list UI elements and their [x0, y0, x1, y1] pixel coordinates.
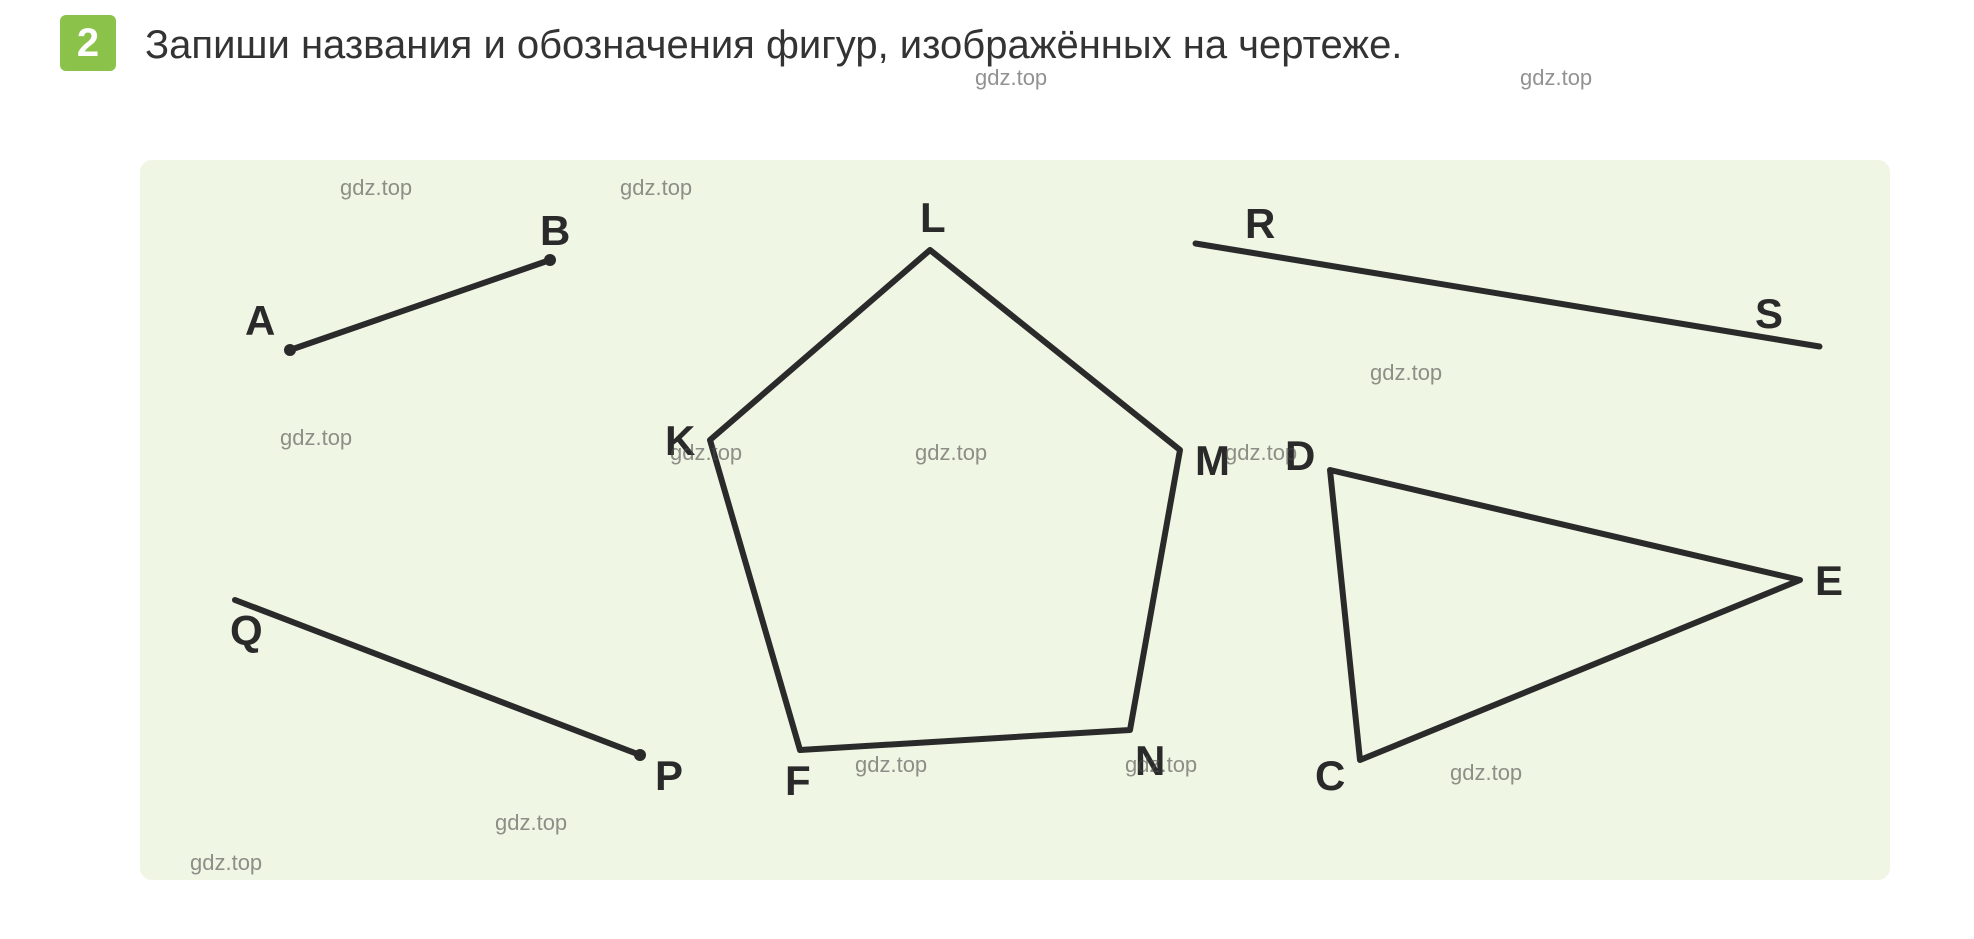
vertex-label-P: P — [655, 752, 683, 799]
segment-AB — [290, 260, 550, 350]
vertex-label-A: A — [245, 297, 275, 344]
pentagon-KLMNF — [710, 250, 1180, 750]
watermark: gdz.top — [670, 440, 742, 466]
triangle-DEC — [1330, 470, 1800, 760]
watermark: gdz.top — [1520, 65, 1592, 91]
watermark: gdz.top — [495, 810, 567, 836]
watermark: gdz.top — [1125, 752, 1197, 778]
vertex-label-R: R — [1245, 200, 1275, 247]
endpoint-dot — [544, 254, 556, 266]
watermark: gdz.top — [280, 425, 352, 451]
line-RS — [1196, 243, 1820, 346]
diagram-svg: ABQPKLMNFRSDEC — [140, 160, 1890, 880]
ray-QP — [235, 600, 640, 755]
endpoint-dot — [284, 344, 296, 356]
vertex-label-E: E — [1815, 557, 1843, 604]
watermark: gdz.top — [855, 752, 927, 778]
watermark: gdz.top — [975, 65, 1047, 91]
endpoint-dot — [634, 749, 646, 761]
watermark: gdz.top — [620, 175, 692, 201]
vertex-label-F: F — [785, 757, 811, 804]
watermark: gdz.top — [1370, 360, 1442, 386]
geometry-diagram: ABQPKLMNFRSDEC — [140, 160, 1890, 880]
watermark: gdz.top — [340, 175, 412, 201]
vertex-label-Q: Q — [230, 607, 263, 654]
question-number-badge: 2 — [60, 15, 116, 71]
vertex-label-S: S — [1755, 290, 1783, 337]
vertex-label-C: C — [1315, 752, 1345, 799]
vertex-label-L: L — [920, 194, 946, 241]
watermark: gdz.top — [1225, 440, 1297, 466]
vertex-label-B: B — [540, 207, 570, 254]
watermark: gdz.top — [915, 440, 987, 466]
watermark: gdz.top — [1450, 760, 1522, 786]
watermark: gdz.top — [190, 850, 262, 876]
question-number-text: 2 — [77, 21, 99, 66]
